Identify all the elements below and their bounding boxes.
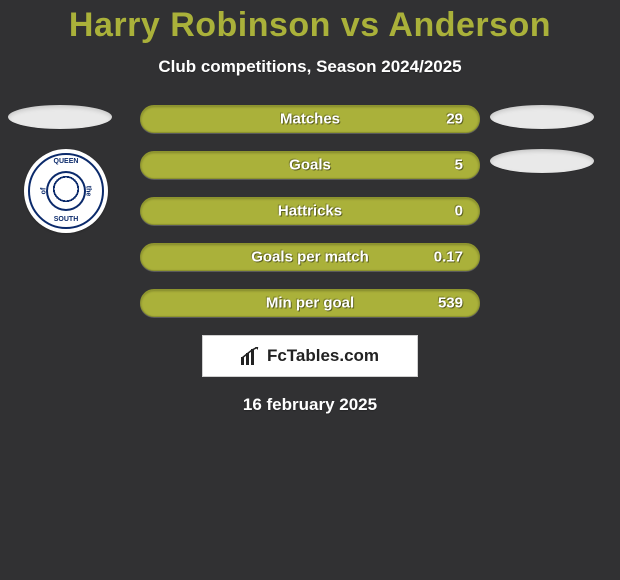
right-placeholder-oval-1: [490, 105, 594, 129]
stat-bar: Goals per match 0.17: [140, 243, 480, 271]
right-badges-column: [490, 105, 610, 193]
subtitle: Club competitions, Season 2024/2025: [0, 57, 620, 77]
brand-box: FcTables.com: [202, 335, 418, 377]
stat-bar: Matches 29: [140, 105, 480, 133]
crest-inner: [46, 171, 86, 211]
brand-text: FcTables.com: [267, 346, 379, 366]
crest-text-bottom: SOUTH: [31, 216, 101, 223]
stat-label: Goals per match: [251, 249, 369, 266]
stat-bar: Goals 5: [140, 151, 480, 179]
stat-label: Hattricks: [278, 203, 342, 220]
crest-text-top: QUEEN: [31, 158, 101, 165]
canvas: Harry Robinson vs Anderson Club competit…: [0, 0, 620, 580]
brand-bars-icon: [241, 347, 261, 365]
stat-label: Goals: [289, 157, 331, 174]
stat-value: 0.17: [434, 249, 463, 266]
stat-label: Min per goal: [266, 295, 354, 312]
stat-value: 5: [455, 157, 463, 174]
club-crest: QUEEN SOUTH of the: [24, 149, 108, 233]
right-placeholder-oval-2: [490, 149, 594, 173]
stat-bars: Matches 29 Goals 5 Hattricks 0 Goals per…: [140, 105, 480, 317]
left-badges-column: QUEEN SOUTH of the: [8, 105, 128, 233]
stat-value: 539: [438, 295, 463, 312]
stat-label: Matches: [280, 111, 340, 128]
stat-value: 0: [455, 203, 463, 220]
stat-bar: Hattricks 0: [140, 197, 480, 225]
content: QUEEN SOUTH of the Matches 29 Goals 5 Ha…: [0, 105, 620, 415]
stat-bar: Min per goal 539: [140, 289, 480, 317]
left-placeholder-oval: [8, 105, 112, 129]
date-text: 16 february 2025: [0, 395, 620, 415]
stat-value: 29: [446, 111, 463, 128]
page-title: Harry Robinson vs Anderson: [0, 0, 620, 45]
